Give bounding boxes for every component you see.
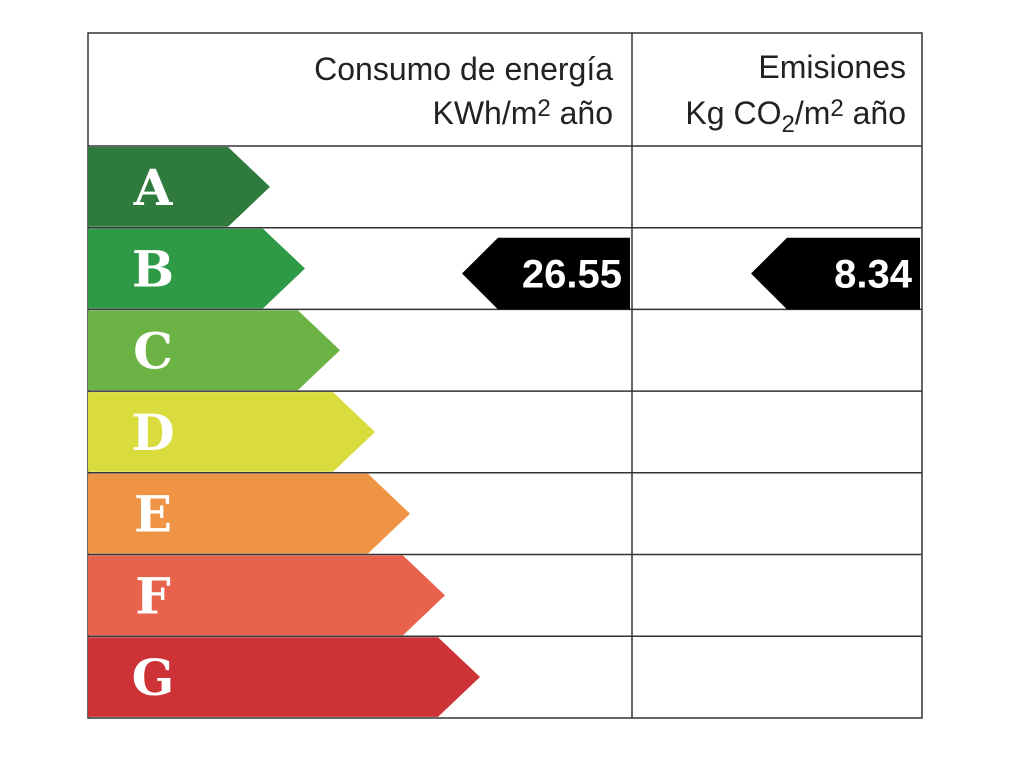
rating-letter: E	[134, 485, 172, 544]
rating-arrow	[88, 473, 410, 554]
indicator-value: 26.55	[522, 253, 622, 297]
rating-letter: F	[135, 566, 171, 625]
rating-letter: A	[133, 158, 174, 217]
rating-arrow	[88, 310, 340, 391]
rating-arrow	[88, 637, 480, 717]
energy-title: Consumo de energía	[314, 51, 613, 87]
emissions-title: Emisiones	[758, 49, 906, 85]
rating-letter: C	[133, 321, 173, 380]
rating-letter: D	[131, 403, 174, 462]
rating-arrow	[88, 392, 375, 472]
rating-letter: B	[132, 240, 174, 299]
rating-arrow	[88, 555, 445, 636]
indicator-value: 8.34	[834, 253, 913, 297]
energy-unit: KWh/m2 año	[432, 95, 613, 131]
rating-letter: G	[132, 648, 175, 707]
indicator-arrow	[751, 237, 920, 310]
emissions-unit: Kg CO2/m2 año	[685, 95, 906, 138]
rating-arrow	[88, 147, 270, 227]
rating-arrow	[88, 228, 305, 309]
indicator-arrow	[462, 237, 630, 310]
